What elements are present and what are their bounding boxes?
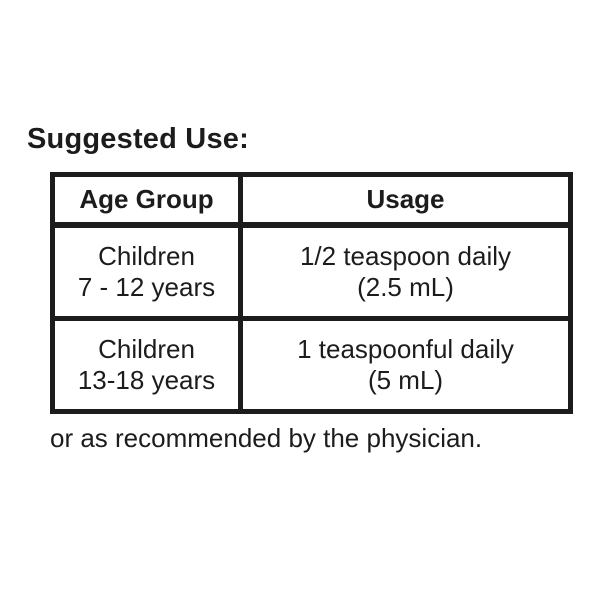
usage-line: (2.5 mL) <box>357 272 454 302</box>
dosage-table: Age Group Usage Children 7 - 12 years 1/… <box>50 172 573 414</box>
age-group-line: 7 - 12 years <box>77 272 216 302</box>
usage-line: 1 teaspoonful daily <box>297 334 514 364</box>
column-header-age-group: Age Group <box>50 172 243 228</box>
usage-line: 1/2 teaspoon daily <box>299 241 512 271</box>
cell-usage: 1 teaspoonful daily (5 mL) <box>238 316 573 414</box>
usage-line: (5 mL) <box>367 365 444 395</box>
age-group-line: Children <box>98 334 195 364</box>
age-group-line: Children <box>98 241 195 271</box>
table-row: Children 7 - 12 years 1/2 teaspoon daily… <box>50 222 573 321</box>
cell-age-group: Children 7 - 12 years <box>50 222 243 321</box>
table-row: Children 13-18 years 1 teaspoonful daily… <box>50 316 573 414</box>
column-header-usage: Usage <box>238 172 573 228</box>
page-title: Suggested Use: <box>27 123 249 155</box>
footnote: or as recommended by the physician. <box>50 423 483 453</box>
cell-age-group: Children 13-18 years <box>50 316 243 414</box>
table-header-row: Age Group Usage <box>50 172 573 228</box>
age-group-line: 13-18 years <box>77 365 216 395</box>
cell-usage: 1/2 teaspoon daily (2.5 mL) <box>238 222 573 321</box>
